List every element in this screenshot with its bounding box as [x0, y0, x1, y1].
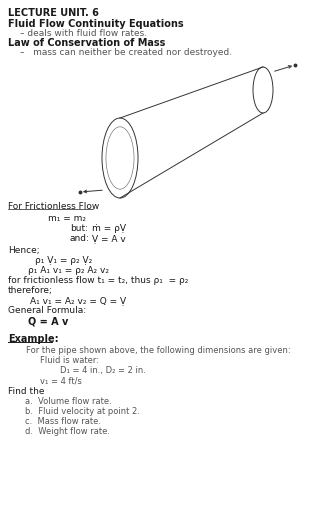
Text: For the pipe shown above, the following dimensions are given:: For the pipe shown above, the following …: [26, 346, 291, 355]
Text: m₁ = m₂: m₁ = m₂: [48, 214, 86, 223]
Text: a.  Volume flow rate.: a. Volume flow rate.: [25, 397, 112, 406]
Text: v₁ = 4 ft/s: v₁ = 4 ft/s: [40, 376, 82, 385]
Text: but:: but:: [70, 224, 88, 233]
Text: for frictionless flow t₁ = t₂, thus ρ₁  = ρ₂: for frictionless flow t₁ = t₂, thus ρ₁ =…: [8, 276, 188, 285]
Text: Ṿ = A v: Ṿ = A v: [92, 234, 126, 243]
Text: Example:: Example:: [8, 334, 59, 344]
Text: Fluid is water:: Fluid is water:: [40, 356, 99, 365]
Text: – deals with fluid flow rates.: – deals with fluid flow rates.: [20, 29, 147, 38]
Text: Hence;: Hence;: [8, 246, 40, 255]
Text: ṁ = ρṾ: ṁ = ρṾ: [92, 224, 126, 233]
Text: b.  Fluid velocity at point 2.: b. Fluid velocity at point 2.: [25, 407, 140, 416]
Text: therefore;: therefore;: [8, 286, 53, 295]
Text: Find the: Find the: [8, 387, 44, 396]
Text: Q = A v: Q = A v: [28, 316, 68, 326]
Text: ρ₁ A₁ v₁ = ρ₂ A₂ v₂: ρ₁ A₁ v₁ = ρ₂ A₂ v₂: [28, 266, 109, 275]
Text: Law of Conservation of Mass: Law of Conservation of Mass: [8, 38, 165, 48]
Text: –   mass can neither be created nor destroyed.: – mass can neither be created nor destro…: [20, 48, 232, 57]
Text: d.  Weight flow rate.: d. Weight flow rate.: [25, 427, 110, 436]
Text: Fluid Flow Continuity Equations: Fluid Flow Continuity Equations: [8, 19, 184, 29]
Text: ρ₁ Ṿ₁ = ρ₂ Ṿ₂: ρ₁ Ṿ₁ = ρ₂ Ṿ₂: [35, 256, 92, 265]
Text: D₁ = 4 in., D₂ = 2 in.: D₁ = 4 in., D₂ = 2 in.: [60, 366, 146, 375]
Text: c.  Mass flow rate.: c. Mass flow rate.: [25, 417, 101, 426]
Text: and:: and:: [70, 234, 90, 243]
Text: General Formula:: General Formula:: [8, 306, 86, 315]
Text: A₁ v₁ = A₂ v₂ = Q = Ṿ: A₁ v₁ = A₂ v₂ = Q = Ṿ: [30, 296, 126, 305]
Text: LECTURE UNIT. 6: LECTURE UNIT. 6: [8, 8, 99, 18]
Text: For Frictionless Flow: For Frictionless Flow: [8, 202, 99, 211]
